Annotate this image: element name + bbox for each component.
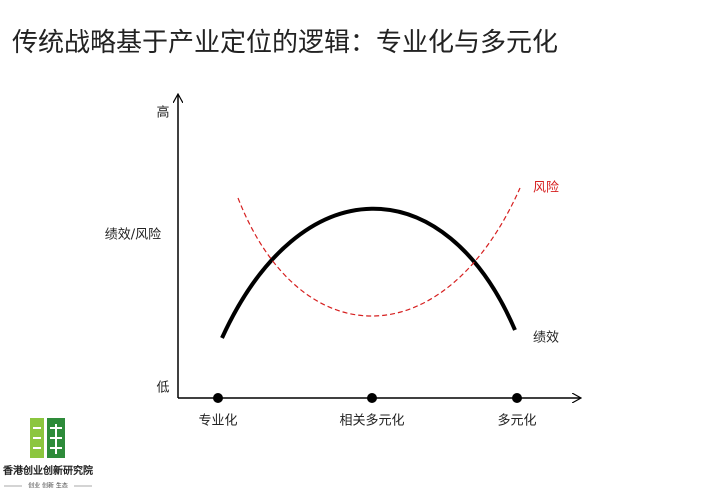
logo-mark <box>33 424 62 454</box>
x-label: 相关多元化 <box>339 413 404 429</box>
axis-point <box>367 393 377 403</box>
risk-curve <box>237 187 521 317</box>
title: 传统战略基于产业定位的逻辑：专业化与多元化 <box>12 28 558 58</box>
logo: 香港创业创新研究院 创业 创新 生态 <box>3 418 93 490</box>
axis-point <box>512 393 522 403</box>
y-label-low: 低 <box>156 381 169 396</box>
x-label: 专业化 <box>198 414 237 429</box>
performance-label: 绩效 <box>533 331 559 346</box>
logo-tagline: 创业 创新 生态 <box>28 482 68 490</box>
performance-curve <box>220 206 517 339</box>
risk-label: 风险 <box>533 181 559 196</box>
y-label-middle: 绩效/风险 <box>105 228 161 243</box>
axis-point <box>213 393 223 403</box>
logo-name: 香港创业创新研究院 <box>3 464 93 477</box>
y-label-high: 高 <box>156 105 169 121</box>
x-label: 多元化 <box>497 413 536 429</box>
